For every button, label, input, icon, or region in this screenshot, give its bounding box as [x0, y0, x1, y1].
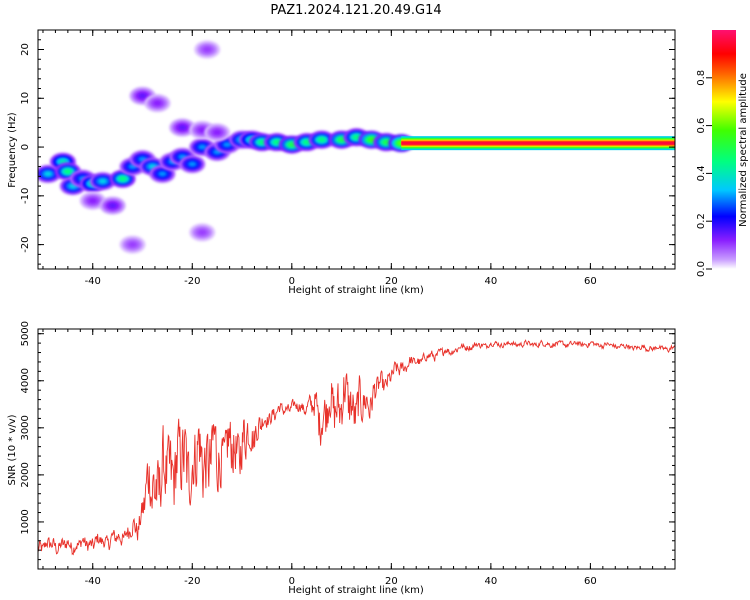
- snr-frame: [37, 328, 676, 570]
- x-tick-label: 60: [584, 276, 597, 287]
- heatmap-cell: [158, 171, 167, 177]
- heatmap-cell: [223, 142, 232, 148]
- heatmap-cell: [178, 125, 187, 131]
- x-tick-label: 40: [485, 576, 498, 587]
- colorbar-label: Normalized spectral amplitude: [738, 73, 749, 227]
- snr-ticks: -40 -20 0 20 40 60 1000 2000 3000 4000 5000: [20, 321, 675, 587]
- x-tick-label: -20: [184, 576, 200, 587]
- heatmap-cell: [138, 93, 147, 99]
- spectrogram-frame: [37, 29, 676, 270]
- y-tick-label: 4000: [20, 368, 31, 393]
- x-tick-label: 0: [289, 276, 295, 287]
- heatmap-cell: [198, 127, 207, 133]
- heatmap-cell: [272, 139, 281, 145]
- y-tick-label: 0: [20, 144, 31, 150]
- figure-title: PAZ1.2024.121.20.49.G14: [270, 3, 441, 18]
- heatmap-cell: [128, 242, 137, 248]
- snr-ylabel: SNR (10 * v/v): [7, 414, 18, 485]
- y-tick-label: -20: [20, 236, 31, 252]
- colorbar: 0.0 0.2 0.4 0.6 0.8 Normalized spectral ampl…: [696, 30, 749, 277]
- spectrogram-blobs: [38, 40, 415, 254]
- snr-xlabel: Height of straight line (km): [288, 585, 424, 596]
- y-tick-label: 2000: [20, 462, 31, 487]
- spectrogram-ylabel: Frequency (Hz): [7, 112, 18, 188]
- colorbar-tick-label: 0.6: [696, 118, 707, 134]
- y-tick-label: 10: [20, 92, 31, 105]
- heatmap-cell: [203, 47, 212, 53]
- snr-plot-area: [38, 329, 675, 569]
- heatmap-cell: [118, 176, 127, 182]
- heatmap-cell: [43, 171, 52, 177]
- snr-series-line: [38, 339, 675, 556]
- heatmap-band: [401, 141, 675, 145]
- x-tick-label: 20: [385, 276, 398, 287]
- heatmap-cell: [98, 178, 107, 184]
- x-tick-label: 20: [385, 576, 398, 587]
- x-tick-label: -20: [184, 276, 200, 287]
- heatmap-cell: [213, 129, 222, 135]
- heatmap-cell: [287, 142, 296, 148]
- heatmap-cell: [153, 100, 162, 106]
- y-tick-label: 20: [20, 43, 31, 56]
- heatmap-cell: [302, 139, 311, 145]
- x-tick-label: 40: [485, 276, 498, 287]
- spectrogram-xlabel: Height of straight line (km): [288, 285, 424, 296]
- colorbar-tick-label: 0.2: [696, 213, 707, 229]
- heatmap-cell: [108, 203, 117, 209]
- x-tick-label: -40: [85, 276, 101, 287]
- spectrogram-ticks: -40 -20 0 20 40 60 -20 -10 0 10 20: [20, 29, 675, 287]
- colorbar-tick-label: 0.4: [696, 165, 707, 181]
- colorbar-gradient: [712, 30, 736, 269]
- y-tick-label: 3000: [20, 415, 31, 440]
- heatmap-cell: [352, 134, 361, 140]
- y-tick-label: 5000: [20, 321, 31, 346]
- x-tick-label: 60: [584, 576, 597, 587]
- colorbar-tick-label: 0.8: [696, 70, 707, 86]
- snr-panel: -40 -20 0 20 40 60 1000 2000 3000 4000 5000 Height…: [7, 321, 676, 596]
- heatmap-cell: [257, 139, 266, 145]
- colorbar-tick-label: 0.0: [696, 261, 707, 277]
- x-tick-label: 0: [289, 576, 295, 587]
- spectrogram-band: [401, 136, 675, 151]
- y-tick-label: 1000: [20, 509, 31, 534]
- heatmap-cell: [337, 137, 346, 143]
- y-tick-label: -10: [20, 188, 31, 204]
- x-tick-label: -40: [85, 576, 101, 587]
- heatmap-cell: [88, 198, 97, 204]
- heatmap-cell: [198, 229, 207, 235]
- heatmap-cell: [367, 137, 376, 143]
- heatmap-cell: [198, 144, 207, 150]
- spectrogram-panel: -40 -20 0 20 40 60 -20 -10 0 10 20 Height of strai…: [7, 29, 676, 296]
- colorbar-ticks: 0.0 0.2 0.4 0.6 0.8: [696, 70, 712, 277]
- heatmap-cell: [188, 161, 197, 167]
- heatmap-cell: [317, 137, 326, 143]
- heatmap-cell: [63, 168, 72, 174]
